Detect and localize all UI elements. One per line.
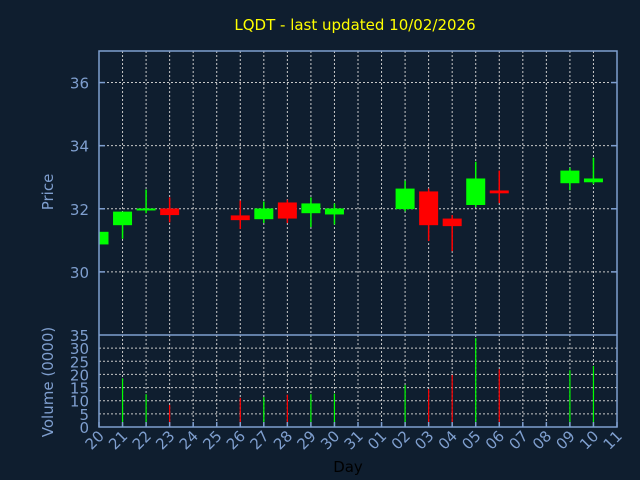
candle-body <box>395 188 415 210</box>
x-tick-label: 08 <box>529 427 555 453</box>
candle-body <box>277 202 297 219</box>
candle-body <box>419 191 439 226</box>
axes: 3032343605101520253035202122232425262728… <box>70 50 626 453</box>
y-tick-label: 32 <box>70 201 89 219</box>
y-tick-label: 30 <box>70 264 89 282</box>
candle-body <box>324 208 344 215</box>
x-tick-label: 22 <box>129 427 155 453</box>
candle-body <box>99 231 109 245</box>
candle-body <box>160 208 180 216</box>
x-axis-label: Day <box>333 458 363 476</box>
grid-lines <box>98 51 618 427</box>
candle-body <box>301 203 321 214</box>
candle-body <box>442 218 462 227</box>
x-tick-label: 01 <box>364 427 390 453</box>
x-tick-label: 21 <box>105 427 131 453</box>
x-tick-label: 10 <box>576 427 602 453</box>
x-tick-label: 04 <box>435 427 461 453</box>
volume-axis-label: Volume (0000) <box>39 327 57 437</box>
x-tick-label: 29 <box>294 427 320 453</box>
volume-tick-label: 15 <box>70 380 89 398</box>
x-tick-label: 07 <box>505 427 531 453</box>
volume-tick-label: 0 <box>79 419 89 437</box>
volume-tick-label: 20 <box>70 366 89 384</box>
x-tick-label: 09 <box>553 427 579 453</box>
volume-tick-label: 5 <box>79 406 89 424</box>
chart-title: LQDT - last updated 10/02/2026 <box>234 16 475 34</box>
y-tick-label: 36 <box>70 75 89 93</box>
candle-body <box>489 190 509 194</box>
x-tick-label: 28 <box>270 427 296 453</box>
x-tick-label: 03 <box>411 427 437 453</box>
volume-tick-label: 30 <box>70 340 89 358</box>
candle-body <box>113 211 133 226</box>
x-tick-label: 24 <box>176 427 202 453</box>
x-tick-label: 06 <box>482 427 508 453</box>
volume-tick-label: 25 <box>70 353 89 371</box>
x-tick-label: 27 <box>246 427 272 453</box>
candle-body <box>560 170 580 184</box>
candle-body <box>583 178 603 183</box>
candle-body <box>136 208 156 211</box>
volume-tick-label: 10 <box>70 393 89 411</box>
x-tick-label: 11 <box>600 427 626 453</box>
candle-body <box>230 215 250 221</box>
x-tick-label: 23 <box>152 427 178 453</box>
x-tick-label: 31 <box>341 427 367 453</box>
x-tick-label: 30 <box>317 427 343 453</box>
candle-body <box>466 178 486 205</box>
volume-tick-label: 35 <box>70 327 89 345</box>
candle-body <box>254 208 274 220</box>
x-tick-label: 25 <box>199 427 225 453</box>
y-tick-label: 34 <box>70 138 89 156</box>
x-tick-label: 26 <box>223 427 249 453</box>
x-tick-label: 02 <box>388 427 414 453</box>
y-axis-label: Price <box>39 174 57 211</box>
x-tick-label: 05 <box>458 427 484 453</box>
plot-marks <box>99 157 603 427</box>
